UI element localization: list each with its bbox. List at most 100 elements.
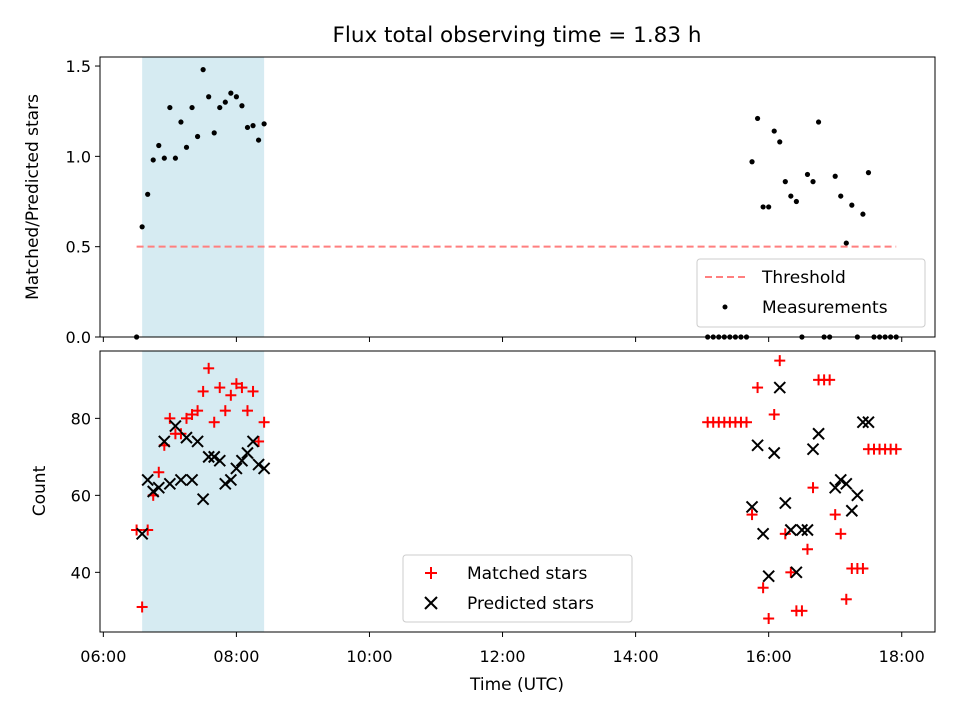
top-y-tick-label: 0.0 [66,328,91,347]
predicted-stars-point [252,458,265,471]
matched-stars-point [757,582,769,594]
predicted-stars-point [795,523,809,537]
predicted-stars-point [202,450,215,464]
measurement-point [189,104,195,111]
measurement-point [843,240,849,246]
measurement-point [161,155,167,161]
measurement-point [222,99,228,105]
shaded-interval [142,57,265,337]
measurement-point [832,173,838,179]
measurement-point [228,90,234,96]
measurement-point [233,94,239,100]
matched-stars-point [768,409,780,421]
measurement-point [244,124,251,131]
x-axis-label: Time (UTC) [469,675,564,695]
x-tick-label: 10:00 [346,647,392,666]
measurement-point [815,119,822,125]
matched-stars-point [740,416,752,428]
top-legend: Threshold Measurements [696,258,926,328]
matched-stars-point [197,385,209,397]
predicted-stars-point [806,442,820,456]
measurement-point [793,198,799,205]
measurement-point [167,104,173,111]
predicted-stars-point [219,477,232,491]
bottom-legend: Matched stars Predicted stars [402,554,633,623]
matched-stars-point [136,601,148,613]
measurement-point [206,94,212,100]
predicted-stars-point [762,569,775,583]
measurement-point [211,130,217,136]
predicted-stars-point [768,446,781,460]
matched-stars-point [164,412,176,424]
measurement-point [777,139,783,145]
predicted-stars-point [174,473,188,487]
predicted-stars-point [185,473,199,487]
predicted-stars-point [152,481,165,494]
measurement-point [255,137,262,143]
measurement-point [145,191,151,197]
predicted-stars-point [773,381,786,394]
top-y-tick-label: 1.5 [66,57,91,76]
measurement-point [838,193,844,199]
measurement-point [849,202,855,208]
matched-stars-point [752,382,764,394]
predicted-stars-point [801,523,814,537]
measurement-point [771,128,777,134]
measurements-legend-swatch [722,304,728,310]
measurement-point [860,211,866,217]
predicted-stars-point [845,504,859,517]
predicted-stars-point [196,492,210,506]
threshold-legend-label: Threshold [761,268,846,288]
predicted-stars-point [790,566,803,579]
matched-stars-point [142,524,154,536]
matched-stars-point [785,566,797,578]
matched-stars-point [208,416,220,428]
measurement-point [766,204,772,210]
x-tick-label: 06:00 [80,647,126,666]
predicted-stars-point [230,462,243,475]
top-plot-marks [133,67,899,340]
matched-stars-point [219,405,231,417]
bottom-legend-box [402,554,633,623]
measurement-point [810,179,816,185]
measurement-point [183,144,190,150]
predicted-stars-point [208,450,221,464]
matched-stars-point [247,385,259,397]
predicted-stars-point [246,435,260,448]
measurements-legend-label: Measurements [762,298,888,318]
x-tick-label: 12:00 [479,647,525,666]
measurement-point [754,115,761,122]
measurement-point [788,193,794,199]
bottom-y-tick-label: 60 [71,486,91,505]
matched-stars-point [175,428,187,440]
matched-stars-point [807,482,819,494]
predicted-stars-point [135,527,149,541]
predicted-stars-point [158,435,171,448]
matched-stars-point [236,382,248,394]
predicted-stars-point [756,527,770,541]
predicted-stars-point [812,427,825,440]
predicted-stars-point [141,473,154,487]
measurement-point [749,159,755,165]
matched-legend-swatch [425,567,437,579]
matched-stars-point [186,409,198,421]
top-y-axis-label: Matched/Predicted stars [23,94,43,300]
matched-stars-point [214,382,226,394]
predicted-stars-point [862,416,875,429]
predicted-stars-point [213,454,226,467]
matched-stars-point [801,543,813,555]
top-legend-box [696,258,926,328]
predicted-legend-swatch [424,596,438,610]
predicted-stars-point [163,477,177,491]
predicted-stars-point [147,485,160,498]
measurement-point [150,157,156,163]
measurement-point [172,155,179,161]
matched-stars-point [253,435,265,447]
matched-stars-point [258,416,270,428]
measurement-point [804,171,811,178]
top-axes-frame [99,56,936,338]
matched-stars-point [746,509,758,521]
matched-stars-point [241,405,253,417]
matched-stars-point [796,605,808,617]
matched-stars-point [774,355,786,367]
